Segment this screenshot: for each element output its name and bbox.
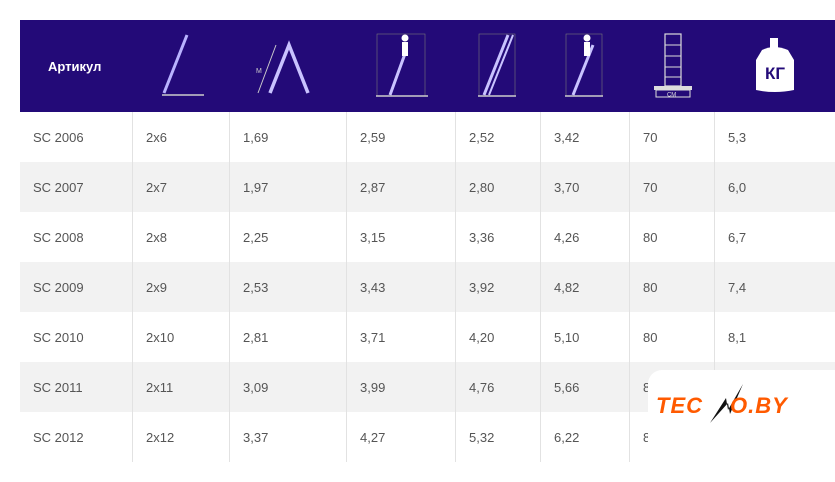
table-cell: 4,82: [541, 262, 630, 312]
table-cell: SC 2011: [20, 362, 133, 412]
ladder-base-width-icon: СМ: [630, 20, 715, 112]
table-cell: 3,42: [541, 112, 630, 162]
table-cell: 2,59: [347, 112, 456, 162]
weight-kg-icon: КГ: [715, 20, 835, 112]
table-cell: 4,26: [541, 212, 630, 262]
table-cell: 5,32: [456, 412, 541, 462]
table-cell: 2,52: [456, 112, 541, 162]
table-cell: 3,15: [347, 212, 456, 262]
table-row: SC 2009 2x9 2,53 3,43 3,92 4,82 80 7,4: [20, 262, 835, 312]
ladder-leaning-icon: [133, 20, 230, 112]
ladder-a-frame-icon: M: [230, 20, 347, 112]
table-cell: 2x9: [133, 262, 230, 312]
table-cell: 6,7: [728, 229, 747, 245]
table-row: SC 2010 2x10 2,81 3,71 4,20 5,10 80 8,1: [20, 312, 835, 362]
table-cell: 3,70: [541, 162, 630, 212]
table-cell: 5,10: [541, 312, 630, 362]
table-cell: 70: [630, 112, 715, 162]
table-cell: 2x10: [133, 312, 230, 362]
svg-text:O.BY: O.BY: [730, 393, 789, 418]
table-cell: 6,22: [541, 412, 630, 462]
table-cell: 80: [630, 212, 715, 262]
svg-text:TEC: TEC: [656, 393, 703, 418]
table-cell: 80: [630, 262, 715, 312]
table-cell: 3,36: [456, 212, 541, 262]
table-row: SC 2006 2x6 1,69 2,59 2,52 3,42 70 5,3: [20, 112, 835, 162]
table-cell: 2x11: [133, 362, 230, 412]
table-cell: 8,1: [728, 329, 747, 345]
table-cell: 4,76: [456, 362, 541, 412]
table-cell: SC 2010: [20, 312, 133, 362]
table-cell: SC 2009: [20, 262, 133, 312]
table-cell: 2x7: [133, 162, 230, 212]
ladder-working-height-icon: [347, 20, 456, 112]
table-cell: 2x6: [133, 112, 230, 162]
table-cell: SC 2008: [20, 212, 133, 262]
table-cell: SC 2006: [20, 112, 133, 162]
table-cell: 4,20: [456, 312, 541, 362]
table-cell: 4,27: [347, 412, 456, 462]
table-cell: 3,71: [347, 312, 456, 362]
svg-text:КГ: КГ: [765, 64, 785, 83]
ladder-climber-height-icon: [541, 20, 630, 112]
svg-text:СМ: СМ: [667, 93, 676, 99]
table-cell: 3,37: [230, 412, 347, 462]
tecno-by-watermark-logo: TEC O.BY: [648, 370, 835, 470]
table-cell: SC 2007: [20, 162, 133, 212]
table-cell: 2x8: [133, 212, 230, 262]
table-row: SC 2008 2x8 2,25 3,15 3,36 4,26 80 6,7: [20, 212, 835, 262]
table-cell: 7,4: [728, 279, 747, 295]
table-cell: 5,66: [541, 362, 630, 412]
table-cell: SC 2012: [20, 412, 133, 462]
table-cell: 2,53: [230, 262, 347, 312]
table-cell: 1,69: [230, 112, 347, 162]
table-cell: 1,97: [230, 162, 347, 212]
ladder-extended-length-icon: [456, 20, 541, 112]
table-cell: 5,3: [728, 129, 747, 145]
table-cell: 80: [630, 312, 715, 362]
table-cell: 2,87: [347, 162, 456, 212]
table-cell: 3,09: [230, 362, 347, 412]
table-cell: 3,99: [347, 362, 456, 412]
table-cell: 2,80: [456, 162, 541, 212]
table-cell: 2,81: [230, 312, 347, 362]
table-cell: 6,0: [728, 179, 747, 195]
svg-text:M: M: [256, 68, 262, 75]
table-cell: 2,25: [230, 212, 347, 262]
table-cell: 2x12: [133, 412, 230, 462]
table-cell: 3,43: [347, 262, 456, 312]
table-cell: 3,92: [456, 262, 541, 312]
table-row: SC 2007 2x7 1,97 2,87 2,80 3,70 70 6,0: [20, 162, 835, 212]
table-cell: 70: [630, 162, 715, 212]
header-article: Артикул: [48, 58, 102, 74]
table-header: Артикул M СМ КГ: [20, 20, 835, 112]
